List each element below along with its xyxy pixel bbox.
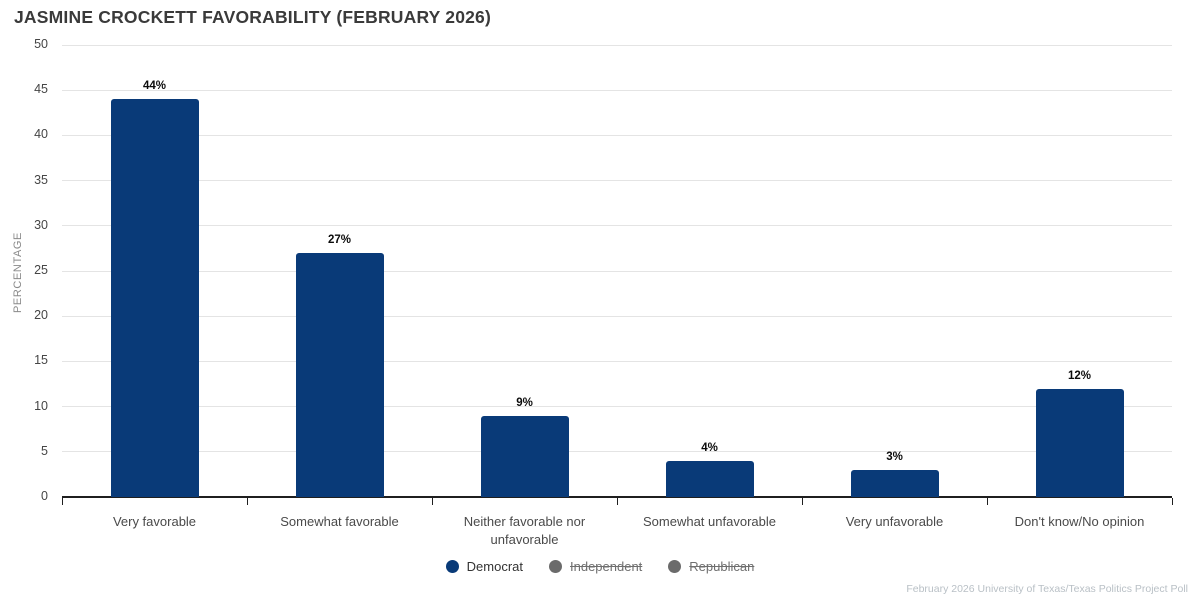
y-tick-label: 35 [34, 172, 48, 187]
x-axis-tick [802, 498, 803, 505]
legend-item-independent[interactable]: Independent [549, 559, 642, 574]
chart-legend: Democrat Independent Republican [0, 559, 1200, 574]
gridline [62, 225, 1172, 227]
x-category-label: Neither favorable nor unfavorable [463, 514, 586, 547]
bar-value-label: 9% [516, 396, 533, 409]
x-axis-tick [987, 498, 988, 505]
legend-label: Independent [570, 559, 643, 574]
y-tick-label: 0 [41, 489, 48, 503]
source-attribution: February 2026 University of Texas/Texas … [906, 583, 1188, 595]
legend-item-republican[interactable]: Republican [668, 559, 754, 574]
bar-value-label: 27% [327, 233, 352, 246]
bar-4[interactable] [665, 460, 754, 497]
gridline [62, 406, 1172, 408]
x-axis-line [62, 496, 1172, 498]
x-category-label: Don't know/No opinion [1014, 514, 1145, 529]
x-category-label: Somewhat favorable [280, 514, 399, 529]
bar-5[interactable] [850, 469, 939, 497]
y-tick-label: 15 [34, 353, 48, 368]
legend-item-democrat[interactable]: Democrat [445, 559, 523, 574]
x-axis-tick [1172, 498, 1173, 505]
gridline [62, 270, 1172, 272]
bar-value-label: 44% [142, 80, 167, 93]
bar-value-label: 12% [1067, 369, 1092, 382]
chart-title: JASMINE CROCKETT FAVORABILITY (FEBRUARY … [14, 7, 492, 27]
y-tick-label: 40 [34, 127, 48, 142]
gridline [62, 44, 1172, 46]
y-tick-label: 10 [34, 398, 48, 413]
bar-2[interactable] [295, 252, 384, 497]
legend-label: Republican [689, 559, 755, 574]
bar-value-label: 4% [701, 441, 718, 454]
y-tick-label: 45 [34, 82, 48, 97]
y-tick-label: 30 [34, 217, 48, 232]
x-axis-tick [247, 498, 248, 505]
x-axis-tick [432, 498, 433, 505]
gridline [62, 134, 1172, 136]
gridline [62, 360, 1172, 362]
x-axis-tick [617, 498, 618, 505]
gridline [62, 315, 1172, 317]
legend-swatch-icon [668, 560, 682, 573]
gridline [62, 180, 1172, 182]
x-category-label: Very unfavorable [845, 514, 944, 529]
legend-swatch-icon [549, 560, 562, 573]
gridline [62, 451, 1172, 453]
bar-value-label: 3% [886, 450, 903, 463]
legend-label: Democrat [466, 559, 523, 574]
gridline [62, 89, 1172, 91]
x-category-label: Very favorable [112, 514, 197, 529]
y-tick-label: 50 [34, 37, 48, 51]
x-category-label: Somewhat unfavorable [643, 514, 776, 529]
y-tick-label: 5 [41, 443, 48, 458]
bar-3[interactable] [480, 415, 569, 497]
x-axis-tick [62, 498, 63, 505]
y-tick-label: 20 [34, 308, 48, 323]
legend-swatch-icon [445, 560, 459, 573]
bar-6[interactable] [1035, 388, 1124, 497]
y-tick-label: 25 [34, 263, 48, 277]
bar-1[interactable] [110, 99, 199, 497]
